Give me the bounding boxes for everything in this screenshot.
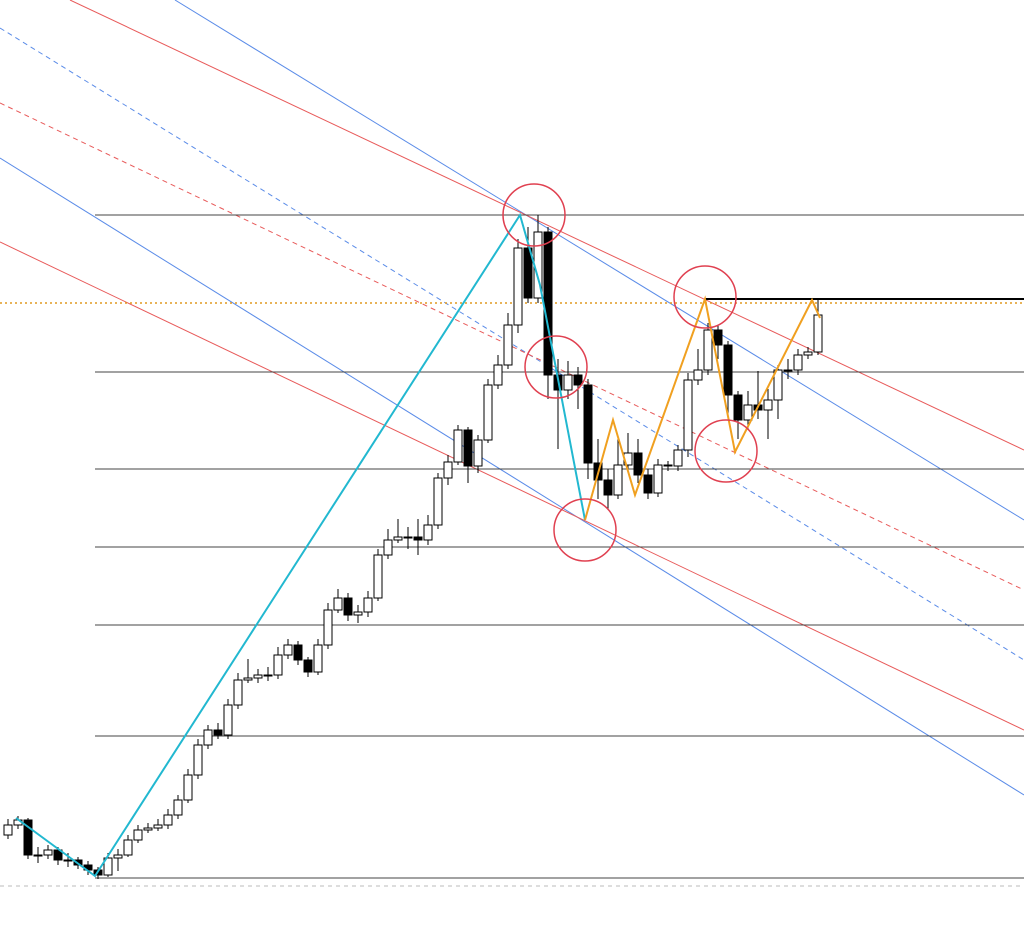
candle-body — [393, 536, 403, 541]
candle-body — [423, 524, 433, 541]
candle-body — [3, 824, 13, 836]
candle-body — [123, 839, 133, 856]
candle-body — [633, 452, 643, 476]
candle-body — [453, 429, 463, 463]
candle-body — [673, 449, 683, 467]
levels — [0, 214, 1024, 879]
candle-body — [773, 369, 783, 401]
trend-line — [174, 0, 1024, 521]
candle-body — [403, 536, 413, 539]
candle-body — [383, 539, 393, 556]
candle-body — [193, 744, 203, 776]
trend-line — [69, 0, 1024, 451]
candle-body — [133, 829, 143, 841]
candle-body — [653, 464, 663, 494]
candle-body — [693, 369, 703, 381]
candle-body — [493, 364, 503, 386]
candle-body — [463, 429, 473, 467]
candle-body — [103, 857, 113, 876]
marker-circle — [673, 265, 737, 329]
zigzag — [15, 212, 586, 878]
candle-body — [213, 729, 223, 736]
candle-body — [743, 404, 753, 421]
candle-body — [343, 597, 353, 616]
candle-body — [333, 597, 343, 611]
trend-line — [0, 27, 1024, 661]
candle-body — [373, 554, 383, 599]
candle-body — [713, 329, 723, 346]
candle-body — [573, 374, 583, 386]
candle-body — [203, 729, 213, 746]
candle-body — [443, 461, 453, 479]
trend-line — [0, 241, 1024, 731]
candle-body — [23, 819, 33, 856]
candle-body — [703, 329, 713, 371]
candle-body — [303, 659, 313, 673]
candle-body — [163, 814, 173, 826]
candle-body — [143, 827, 153, 831]
candle-body — [643, 474, 653, 494]
candle-body — [543, 231, 553, 376]
candle-body — [603, 479, 613, 496]
candle-body — [273, 654, 283, 676]
candle-body — [173, 799, 183, 816]
candle-body — [433, 477, 443, 526]
candle-body — [263, 674, 273, 677]
candle-body — [523, 247, 533, 299]
candle-body — [153, 824, 163, 829]
candle-body — [783, 369, 793, 372]
marker-circle — [553, 498, 617, 562]
marker-circle — [524, 335, 588, 399]
drawings — [0, 0, 1024, 887]
candle-body — [33, 854, 43, 857]
candle-body — [793, 354, 803, 371]
zigzag — [584, 295, 821, 521]
candle-body — [763, 399, 773, 411]
overlay — [15, 183, 821, 878]
marker-circle — [694, 419, 758, 483]
candle-body — [313, 644, 323, 673]
candle-body — [483, 384, 493, 441]
candle-body — [733, 394, 743, 421]
candle-body — [353, 611, 363, 616]
candle-body — [183, 774, 193, 801]
candle-body — [43, 849, 53, 856]
candle-body — [113, 854, 123, 859]
candle-body — [243, 677, 253, 681]
candle-body — [663, 464, 673, 467]
candle-body — [363, 597, 373, 613]
candle-body — [233, 679, 243, 706]
trend-line — [0, 157, 1024, 796]
candle-body — [583, 384, 593, 464]
candle-body — [503, 324, 513, 366]
candle-body — [473, 439, 483, 467]
candle-body — [283, 644, 293, 656]
candle-body — [253, 674, 263, 679]
candle-body — [803, 351, 813, 356]
candle-body — [293, 644, 303, 661]
candle-body — [513, 247, 523, 326]
candle-body — [63, 859, 73, 862]
candles — [3, 215, 823, 879]
candle-body — [413, 536, 423, 541]
candle-body — [723, 344, 733, 396]
candle-body — [613, 464, 623, 496]
candle-body — [223, 704, 233, 736]
candle-body — [563, 374, 573, 391]
candle-body — [813, 314, 823, 353]
candle-body — [683, 379, 693, 451]
marker-circle — [502, 183, 566, 247]
candle-body — [323, 609, 333, 646]
